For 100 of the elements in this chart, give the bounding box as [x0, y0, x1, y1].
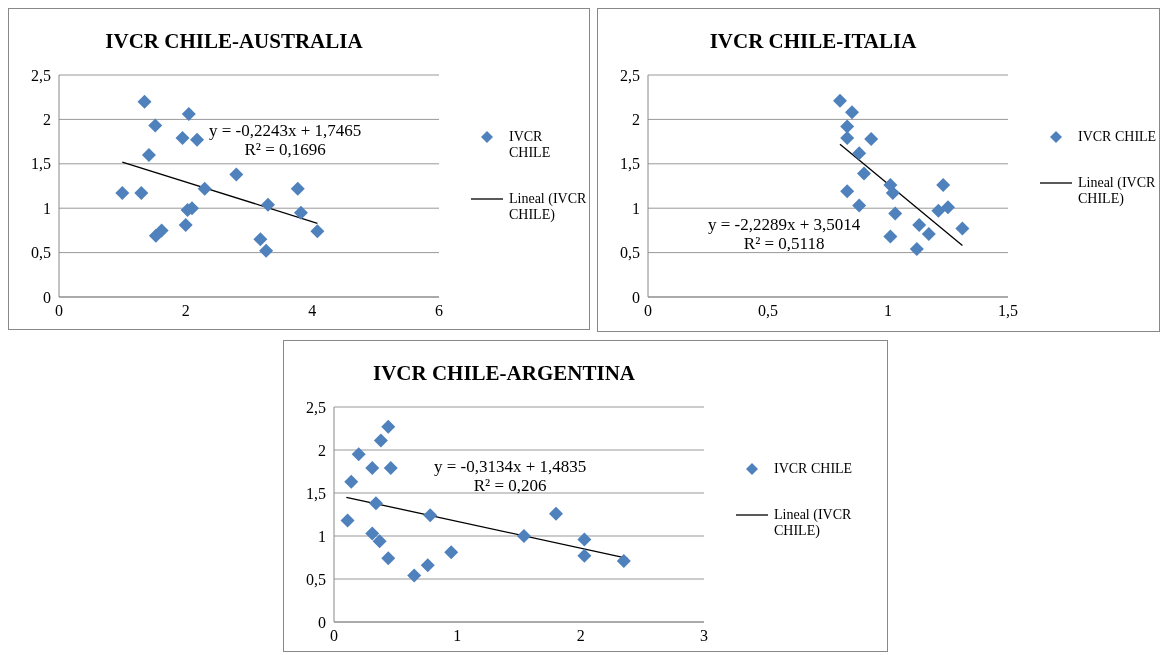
point — [577, 532, 592, 547]
point — [134, 186, 149, 201]
x-tick-label: 0 — [55, 302, 63, 320]
point — [936, 178, 951, 193]
point — [955, 221, 970, 236]
point — [840, 184, 855, 199]
point — [259, 243, 274, 258]
point — [141, 147, 156, 162]
annotation: R² = 0,1696 — [243, 140, 327, 159]
y-tick-label: 0,5 — [306, 570, 326, 588]
x-tick-label: 0 — [330, 627, 338, 645]
annotation: R² = 0,5118 — [742, 234, 826, 253]
point — [549, 506, 563, 521]
point — [381, 551, 396, 566]
legend-label: IVCR CHILE — [509, 129, 552, 161]
point — [368, 496, 383, 511]
legend-label: Lineal (IVCR CHILE) — [774, 507, 853, 539]
point — [351, 447, 366, 462]
point — [175, 131, 190, 146]
point — [290, 181, 305, 196]
point — [344, 474, 359, 489]
x-tick-label: 3 — [700, 627, 708, 645]
point — [420, 558, 435, 573]
y-tick-label: 2,5 — [31, 66, 51, 84]
point — [137, 94, 152, 109]
point — [616, 553, 631, 568]
point — [921, 226, 936, 241]
legend-label: Lineal (IVCR CHILE) — [509, 191, 587, 223]
point — [383, 461, 398, 476]
point — [888, 206, 903, 221]
point — [845, 105, 859, 120]
y-tick-label: 2 — [632, 111, 640, 129]
chart-title: IVCR CHILE-AUSTRALIA — [104, 29, 364, 54]
point — [857, 166, 871, 181]
y-tick-label: 2,5 — [620, 66, 640, 84]
point — [365, 461, 380, 476]
point — [577, 548, 592, 563]
point — [178, 218, 193, 233]
point — [840, 119, 855, 134]
point — [885, 186, 900, 201]
y-tick-label: 0 — [318, 613, 326, 631]
point — [516, 529, 531, 543]
y-tick-label: 1 — [43, 199, 51, 217]
y-tick-label: 1 — [632, 199, 640, 217]
point — [372, 534, 387, 549]
point — [261, 197, 275, 212]
x-tick-label: 6 — [435, 302, 443, 320]
x-tick-label: 1 — [884, 302, 892, 320]
x-tick-label: 2 — [576, 627, 585, 645]
annotation: y = -2,2289x + 3,5014 — [708, 215, 861, 234]
point — [931, 203, 946, 218]
annotation: R² = 0,206 — [472, 476, 548, 495]
point — [340, 513, 355, 528]
legend-label: Lineal (IVCR CHILE) — [1078, 175, 1157, 207]
legend-label: IVCR CHILE — [1078, 129, 1157, 145]
y-tick-label: 1,5 — [31, 155, 51, 173]
y-tick-label: 1,5 — [620, 155, 640, 173]
point — [154, 223, 169, 238]
point — [310, 224, 325, 239]
y-tick-label: 2,5 — [306, 398, 326, 416]
point — [864, 131, 879, 146]
y-tick-label: 2 — [318, 441, 326, 459]
point — [833, 93, 847, 108]
y-tick-label: 0 — [632, 288, 640, 306]
point — [407, 568, 422, 583]
point — [229, 167, 244, 182]
y-tick-label: 1 — [318, 527, 326, 545]
point — [852, 146, 867, 161]
annotation: y = -0,3134x + 1,4835 — [434, 457, 587, 476]
point — [253, 232, 268, 247]
y-tick-label: 0,5 — [620, 244, 640, 262]
point — [293, 205, 308, 220]
annotation: y = -0,2243x + 1,7465 — [209, 121, 362, 140]
x-tick-label: 1,5 — [998, 302, 1018, 320]
chart-title: IVCR CHILE-ARGENTINA — [372, 361, 636, 386]
x-tick-label: 0 — [644, 302, 652, 320]
point — [365, 526, 380, 541]
x-tick-label: 4 — [308, 302, 317, 320]
point — [181, 107, 196, 122]
x-tick-label: 0,5 — [758, 302, 778, 320]
x-tick-label: 1 — [453, 627, 462, 645]
point — [883, 229, 898, 244]
chart-title: IVCR CHILE-ITALIA — [708, 29, 918, 54]
point — [840, 131, 855, 146]
y-tick-label: 0 — [43, 288, 51, 306]
point — [190, 132, 205, 147]
point — [909, 242, 924, 257]
y-tick-label: 1,5 — [306, 484, 326, 502]
point — [148, 118, 163, 133]
y-tick-label: 2 — [43, 111, 51, 129]
point — [197, 181, 212, 196]
point — [444, 545, 459, 560]
x-tick-label: 2 — [181, 302, 190, 320]
legend-label: IVCR CHILE — [774, 461, 854, 477]
point — [941, 200, 955, 215]
point — [115, 186, 130, 201]
point — [852, 198, 867, 213]
y-tick-label: 0,5 — [31, 244, 51, 262]
point — [373, 433, 388, 448]
point — [423, 508, 438, 523]
